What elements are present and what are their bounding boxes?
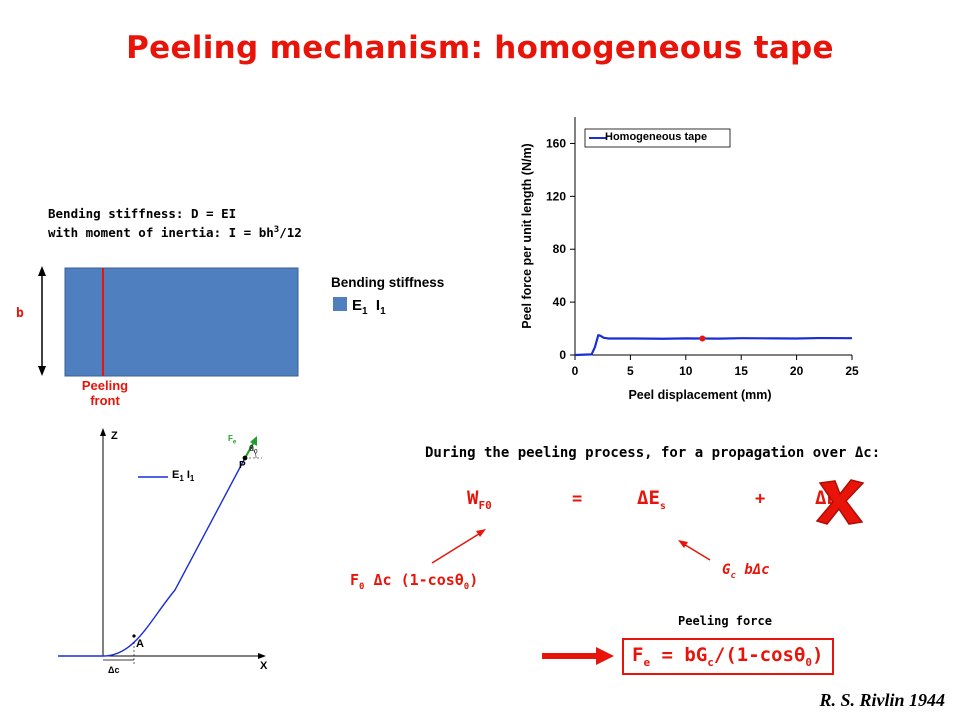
moment-of-inertia-line: with moment of inertia: I = bh3/12	[48, 225, 302, 241]
peeling-force-formula: Fe = bGc/(1-cosθ0)	[622, 638, 834, 675]
cross-out-icon	[815, 479, 865, 525]
chart-x-tick-label: 0	[572, 364, 579, 378]
peel-force-chart: 0 40 80 120 160 0 5 10 15 20 25	[546, 117, 859, 378]
chart-x-tick-label: 10	[679, 364, 693, 378]
geometry-figure	[58, 428, 266, 664]
geometry-legend-label: E1 I1	[172, 469, 195, 484]
legend-swatch	[333, 297, 347, 311]
equals-sign: =	[572, 489, 583, 509]
tape-curve	[58, 457, 246, 657]
chart-y-tick-label: 0	[559, 348, 566, 362]
tape-schematic	[38, 266, 347, 377]
peeling-force-label: Peeling force	[678, 614, 772, 628]
chart-legend-label: Homogeneous tape	[605, 131, 708, 143]
chart-marker-point	[699, 335, 706, 342]
chart-x-axis-title: Peel displacement (mm)	[628, 388, 772, 402]
result-arrow-icon	[542, 647, 614, 665]
plus-sign: +	[755, 489, 766, 509]
b-dimension-label: b	[16, 306, 24, 321]
legend-title: Bending stiffness	[331, 275, 445, 290]
point-a-label: A	[136, 638, 144, 650]
work-expression: F0 Δc (1-cosθ0)	[350, 571, 479, 592]
chart-y-tick-label: 80	[553, 242, 567, 256]
chart-x-tick-label: 5	[627, 364, 634, 378]
legend-e1-i1: E1 I1	[352, 297, 386, 317]
bending-stiffness-line: Bending stiffness: D = EI	[48, 206, 237, 221]
chart-x-tick-label: 25	[845, 364, 859, 378]
author-citation: R. S. Rivlin 1944	[819, 690, 945, 710]
theta-label: θ0	[249, 444, 258, 456]
chart-y-tick-label: 160	[546, 136, 566, 150]
peeling-front-label: Peeling front	[81, 378, 129, 408]
z-axis-label: Z	[111, 430, 118, 442]
force-label: Fe	[228, 434, 237, 446]
surface-energy-term: ΔEs	[637, 487, 666, 512]
chart-y-tick-label: 40	[553, 295, 567, 309]
chart-legend-box	[584, 128, 731, 148]
surface-energy-expression: Gc bΔc	[722, 562, 770, 581]
chart-series-line	[574, 334, 853, 357]
process-statement: During the peeling process, for a propag…	[425, 445, 881, 461]
tape-rectangle	[64, 267, 299, 377]
point-p-label: P	[239, 460, 246, 471]
page-title: Peeling mechanism: homogeneous tape	[126, 30, 834, 66]
chart-x-tick-label: 15	[735, 364, 749, 378]
work-term: WF0	[467, 487, 492, 512]
chart-x-tick-label: 20	[790, 364, 804, 378]
chart-y-tick-label: 120	[546, 189, 566, 203]
x-axis-label: X	[260, 660, 268, 672]
delta-c-label: Δc	[108, 665, 120, 675]
chart-y-axis-title: Peel force per unit length (N/m)	[520, 143, 534, 329]
bending-stiffness-text: Bending stiffness: D = EI with moment of…	[48, 205, 302, 241]
